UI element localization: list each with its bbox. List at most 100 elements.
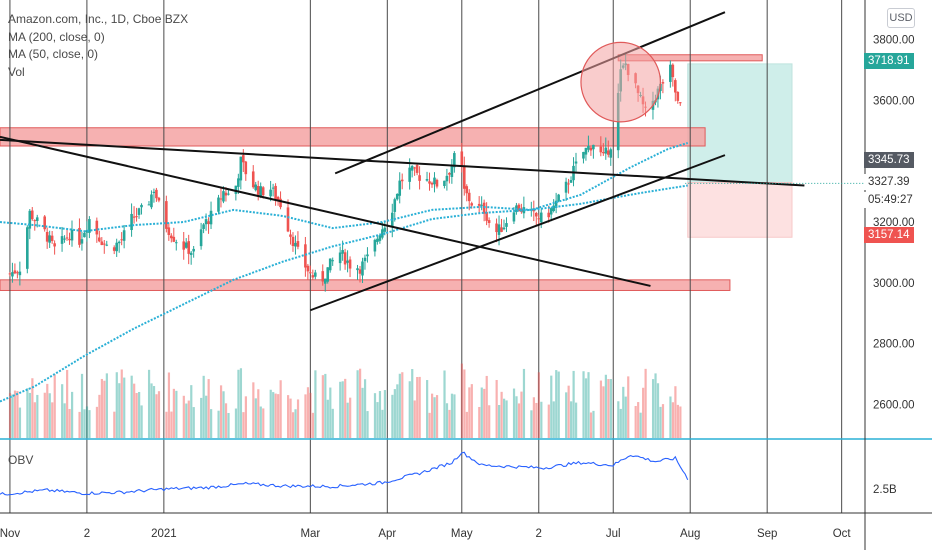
volume-bar xyxy=(537,372,540,438)
candle-body xyxy=(174,242,178,244)
candle-body xyxy=(304,244,307,268)
volume-bar xyxy=(83,409,86,438)
candle-body xyxy=(85,230,89,233)
volume-bar xyxy=(349,397,352,438)
candle-body xyxy=(157,197,161,201)
price-countdown: 05:49:27 xyxy=(864,192,917,208)
volume-bar xyxy=(120,369,123,438)
candle-body xyxy=(102,243,106,245)
volume-bar xyxy=(269,389,272,438)
candle-body xyxy=(589,147,593,151)
candle-body xyxy=(328,258,332,271)
volume-bar xyxy=(207,379,210,438)
volume-bar xyxy=(16,391,19,438)
candle-body xyxy=(261,187,265,196)
volume-bar xyxy=(18,407,22,438)
price-tag-low: 3157.14 xyxy=(864,227,914,243)
volume-bar xyxy=(676,404,679,438)
candle-body xyxy=(448,173,451,175)
volume-bar xyxy=(435,395,439,438)
volume-bar xyxy=(599,380,603,438)
legend-ma50[interactable]: MA (50, close, 0) xyxy=(8,47,99,61)
candle-body xyxy=(155,189,158,199)
candle-body xyxy=(217,197,220,212)
time-axis-label: Mar xyxy=(300,528,320,540)
obv-axis-label: 2.5B xyxy=(873,484,897,496)
volume-bar xyxy=(483,388,486,438)
candle-body xyxy=(445,175,449,182)
candle-body xyxy=(115,242,118,252)
volume-bar xyxy=(408,381,411,438)
volume-bar xyxy=(651,379,655,438)
candle-body xyxy=(202,224,205,229)
volume-bar xyxy=(105,373,108,438)
volume-bar xyxy=(592,410,595,438)
volume-bar xyxy=(488,405,491,438)
candle-body xyxy=(443,180,446,186)
candle-body xyxy=(172,236,176,242)
candle-body xyxy=(321,271,325,282)
volume-bar xyxy=(272,392,275,438)
horizontal-trendline xyxy=(0,138,805,187)
volume-bar xyxy=(157,391,161,438)
volume-bar xyxy=(557,371,560,438)
volume-bar xyxy=(234,408,238,438)
volume-bar xyxy=(453,394,456,438)
candle-body xyxy=(609,149,613,158)
candle-body xyxy=(676,91,680,101)
volume-bar xyxy=(627,376,630,438)
volume-bar xyxy=(393,389,396,438)
legend-vol[interactable]: Vol xyxy=(8,64,25,79)
volume-bar xyxy=(396,384,399,438)
volume-bar xyxy=(378,391,382,438)
volume-bar xyxy=(150,383,153,438)
candle-body xyxy=(470,203,474,206)
candle-body xyxy=(11,272,14,277)
candle-body xyxy=(63,238,66,240)
candle-body xyxy=(112,247,116,251)
volume-bar xyxy=(296,399,300,438)
candle-body xyxy=(331,260,334,262)
volume-bar xyxy=(222,391,225,438)
volume-bar xyxy=(634,406,637,438)
candle-body xyxy=(400,179,404,182)
candle-body xyxy=(150,194,153,208)
legend-symbol[interactable]: Amazon.com, Inc., 1D, Cboe BZX xyxy=(8,12,189,26)
stop-zone xyxy=(687,182,793,238)
candle-body xyxy=(366,254,369,257)
volume-bar xyxy=(36,394,39,438)
volume-bar xyxy=(498,405,501,438)
volume-bar xyxy=(530,410,533,438)
candle-body xyxy=(309,272,312,274)
volume-bar xyxy=(500,391,503,438)
volume-bar xyxy=(344,378,347,438)
candle-body xyxy=(269,189,272,197)
volume-bar xyxy=(570,401,573,438)
candle-body xyxy=(497,224,501,235)
candle-body xyxy=(276,196,280,201)
legend-obv[interactable]: OBV xyxy=(8,453,34,467)
currency-button[interactable]: USD xyxy=(887,8,915,28)
candle-body xyxy=(16,272,19,274)
volume-bar xyxy=(572,370,575,438)
legend-ma200[interactable]: MA (200, close, 0) xyxy=(8,29,105,44)
volume-bar xyxy=(259,406,262,438)
volume-bar xyxy=(381,409,384,438)
volume-bar xyxy=(329,387,332,438)
candle-body xyxy=(512,212,516,222)
volume-bar xyxy=(68,408,71,438)
chart-legend: Amazon.com, Inc., 1D, Cboe BZX MA (200, … xyxy=(8,11,188,81)
candle-body xyxy=(393,199,397,212)
volume-bar xyxy=(237,369,240,438)
volume-bar xyxy=(587,372,590,438)
volume-bar xyxy=(182,395,185,438)
volume-bar xyxy=(669,396,672,438)
candle-body xyxy=(140,204,143,208)
candle-body xyxy=(152,191,156,194)
volume-bar xyxy=(411,369,414,438)
volume-bar xyxy=(535,402,538,438)
time-axis-label: 2021 xyxy=(151,528,177,540)
candle-body xyxy=(569,180,573,183)
